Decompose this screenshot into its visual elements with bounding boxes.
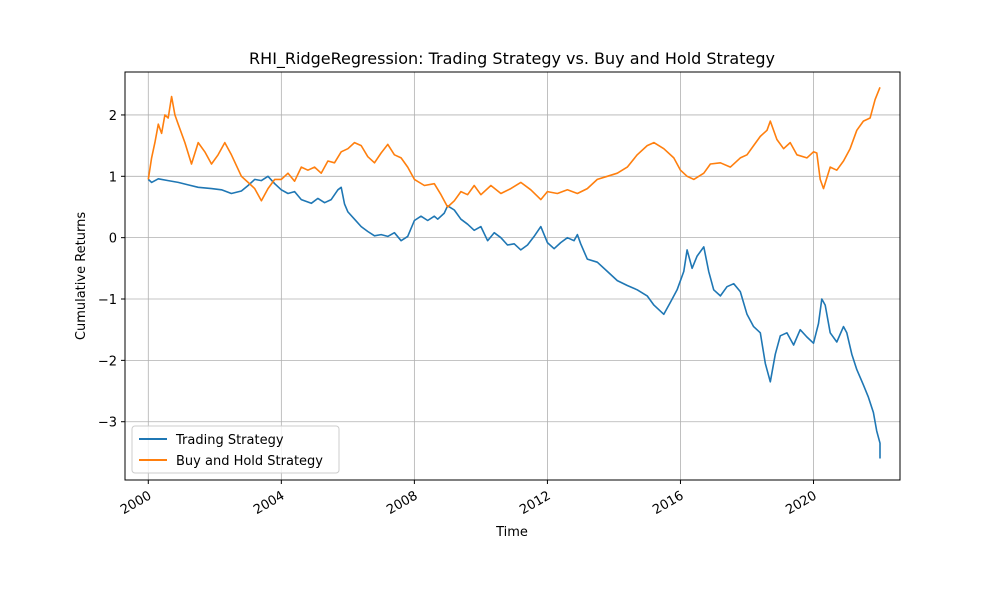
y-tick-label: −1 xyxy=(98,293,117,308)
plot-frame xyxy=(124,71,901,481)
y-tick-label: −3 xyxy=(98,416,117,431)
y-tick-label: −2 xyxy=(98,354,117,369)
legend-box xyxy=(131,425,340,474)
y-axis-ticks: 2 1 0 −1 −2 −3 xyxy=(98,109,125,431)
y-tick-label: 1 xyxy=(109,170,117,185)
y-axis-label: Cumulative Returns xyxy=(74,212,89,340)
grid xyxy=(125,72,900,480)
legend-label-trading: Trading Strategy xyxy=(175,433,284,448)
x-axis-label: Time xyxy=(495,525,528,540)
chart-title: RHI_RidgeRegression: Trading Strategy vs… xyxy=(249,49,775,69)
y-tick-label: 2 xyxy=(109,109,117,124)
legend-label-buy-hold: Buy and Hold Strategy xyxy=(176,454,323,469)
legend: Trading Strategy Buy and Hold Strategy xyxy=(131,425,340,474)
series-line-buy-hold xyxy=(147,87,881,208)
y-tick-label: 0 xyxy=(109,232,117,247)
series-line-trading xyxy=(147,175,881,459)
series-layer xyxy=(147,87,881,459)
